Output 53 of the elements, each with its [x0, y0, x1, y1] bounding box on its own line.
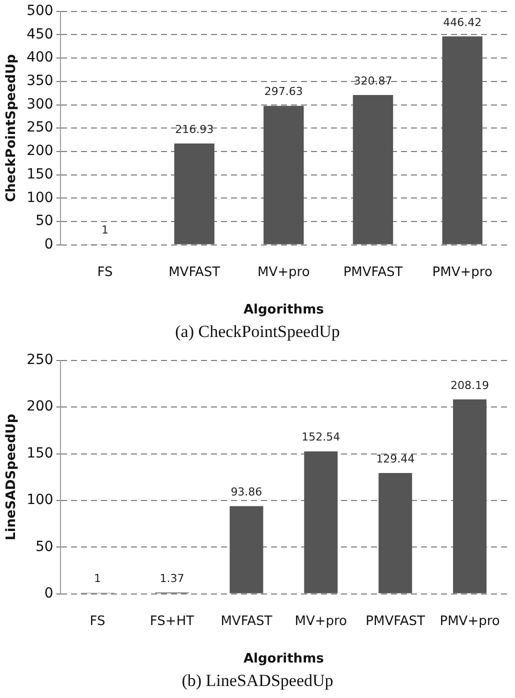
bar	[174, 144, 214, 244]
x-tick-label: PMV+pro	[432, 264, 492, 280]
y-tick-label: 250	[26, 352, 54, 368]
data-label: 216.93	[175, 122, 214, 136]
text: (a) CheckPointSpeedUp	[174, 322, 341, 342]
bar	[352, 95, 394, 244]
data-label: 152.54	[302, 430, 340, 444]
data-label: 1	[94, 572, 102, 586]
y-tick-label: 300	[26, 96, 54, 112]
x-tick-label: PMVFAST	[343, 264, 403, 280]
x-tick-label: PMV+pro	[440, 614, 500, 629]
x-tick-label: PMVFAST	[366, 614, 426, 629]
x-tick-label: MV+pro	[258, 264, 310, 280]
y-tick-label: 100	[26, 190, 54, 206]
data-label: 1	[101, 224, 108, 237]
data-label: 129.44	[376, 452, 415, 466]
data-label: 1.37	[160, 572, 184, 585]
bar	[442, 36, 482, 244]
y-tick-label: 200	[26, 143, 54, 160]
y-tick-label: 0	[44, 585, 54, 602]
text: (b) LineSADSpeedUp	[180, 671, 334, 691]
y-tick-label: 200	[26, 398, 54, 415]
x-tick-label: MVFAST	[220, 614, 272, 629]
y-tick-label: 250	[26, 120, 54, 136]
y-tick-label: 500	[26, 3, 54, 20]
bar	[304, 451, 338, 594]
bar	[264, 106, 304, 244]
y-axis-title: LineSADSpeedUp	[4, 414, 20, 540]
x-axis-title: Algorithms	[243, 302, 324, 318]
data-label: 446.42	[443, 16, 482, 29]
x-tick-label: MVFAST	[168, 264, 220, 280]
y-tick-label: 150	[26, 166, 54, 182]
bar	[378, 472, 412, 594]
x-tick-label: FS	[97, 264, 113, 280]
data-label: 320.87	[354, 74, 392, 88]
data-label: 93.86	[230, 486, 262, 499]
y-tick-label: 400	[26, 50, 54, 66]
data-label: 297.63	[264, 85, 303, 98]
y-tick-label: 50	[35, 213, 54, 230]
y-tick-label: 0	[44, 236, 54, 252]
y-tick-label: 150	[26, 445, 54, 462]
bar	[230, 506, 264, 594]
x-axis-title: Algorithms	[243, 652, 324, 667]
x-tick-label: FS	[90, 614, 106, 629]
y-axis-title: CheckPointSpeedUp	[4, 54, 20, 202]
x-tick-label: MV+pro	[294, 614, 348, 629]
x-tick-label: FS+HT	[150, 614, 194, 629]
y-tick-label: 350	[26, 73, 54, 90]
y-tick-label: 50	[35, 538, 54, 555]
data-label: 208.19	[450, 378, 490, 392]
bar	[453, 399, 487, 594]
y-tick-label: 100	[26, 492, 54, 508]
y-tick-label: 450	[26, 26, 54, 42]
